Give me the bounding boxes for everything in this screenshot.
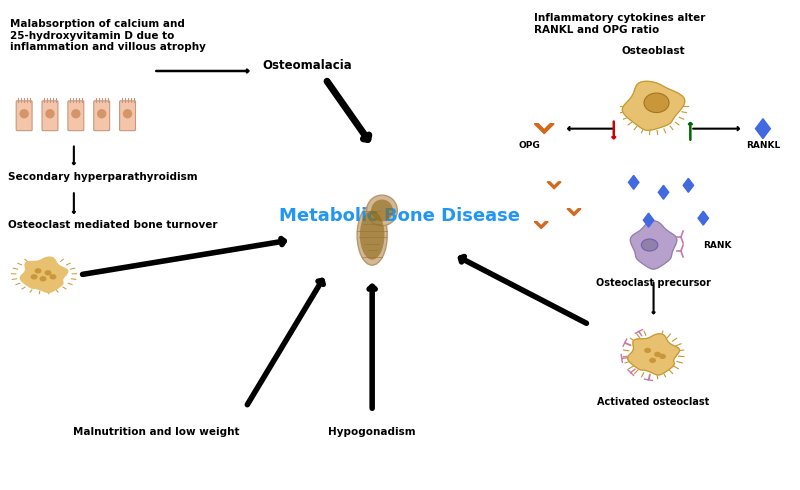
Polygon shape — [629, 175, 639, 189]
Circle shape — [46, 110, 54, 118]
Text: OPG: OPG — [518, 141, 540, 149]
Polygon shape — [567, 209, 581, 216]
Polygon shape — [20, 257, 68, 293]
Ellipse shape — [50, 275, 56, 279]
Ellipse shape — [642, 239, 658, 251]
Text: Activated osteoclast: Activated osteoclast — [598, 397, 710, 407]
Text: RANKL: RANKL — [746, 141, 780, 149]
Ellipse shape — [46, 271, 50, 275]
Polygon shape — [622, 81, 685, 130]
FancyBboxPatch shape — [68, 101, 84, 131]
Ellipse shape — [650, 358, 655, 362]
Polygon shape — [698, 211, 709, 225]
Polygon shape — [547, 182, 561, 189]
Text: Osteoblast: Osteoblast — [622, 46, 686, 56]
Text: Osteoclast precursor: Osteoclast precursor — [596, 278, 711, 288]
Text: Osteomalacia: Osteomalacia — [262, 59, 353, 72]
Polygon shape — [683, 178, 694, 192]
Circle shape — [20, 110, 28, 118]
Text: Malabsorption of calcium and
25-hydroxyvitamin D due to
inflammation and villous: Malabsorption of calcium and 25-hydroxyv… — [10, 19, 206, 52]
FancyBboxPatch shape — [94, 101, 110, 131]
Text: Inflammatory cytokines alter
RANKL and OPG ratio: Inflammatory cytokines alter RANKL and O… — [534, 13, 706, 35]
Circle shape — [123, 110, 131, 118]
FancyBboxPatch shape — [16, 101, 32, 131]
Text: Malnutrition and low weight: Malnutrition and low weight — [73, 427, 240, 437]
Polygon shape — [534, 221, 548, 229]
Text: Hypogonadism: Hypogonadism — [328, 427, 416, 437]
Polygon shape — [627, 334, 679, 375]
Text: Metabolic Bone Disease: Metabolic Bone Disease — [279, 207, 521, 225]
Ellipse shape — [35, 269, 41, 273]
Circle shape — [98, 110, 106, 118]
Circle shape — [371, 199, 393, 221]
Ellipse shape — [654, 352, 660, 356]
Ellipse shape — [660, 354, 666, 358]
Ellipse shape — [644, 93, 669, 113]
Ellipse shape — [360, 210, 385, 260]
Polygon shape — [658, 185, 669, 199]
Circle shape — [72, 110, 80, 118]
Text: RANK: RANK — [703, 241, 732, 249]
Polygon shape — [630, 221, 677, 269]
Ellipse shape — [31, 275, 37, 279]
FancyBboxPatch shape — [119, 101, 135, 131]
Text: Secondary hyperparathyroidism: Secondary hyperparathyroidism — [8, 172, 198, 182]
Polygon shape — [755, 119, 770, 139]
Ellipse shape — [357, 205, 387, 265]
Text: Osteoclast mediated bone turnover: Osteoclast mediated bone turnover — [8, 220, 218, 230]
Ellipse shape — [645, 348, 650, 352]
FancyBboxPatch shape — [42, 101, 58, 131]
Circle shape — [366, 195, 398, 226]
Polygon shape — [643, 213, 654, 227]
Ellipse shape — [40, 277, 46, 281]
Polygon shape — [534, 123, 554, 134]
